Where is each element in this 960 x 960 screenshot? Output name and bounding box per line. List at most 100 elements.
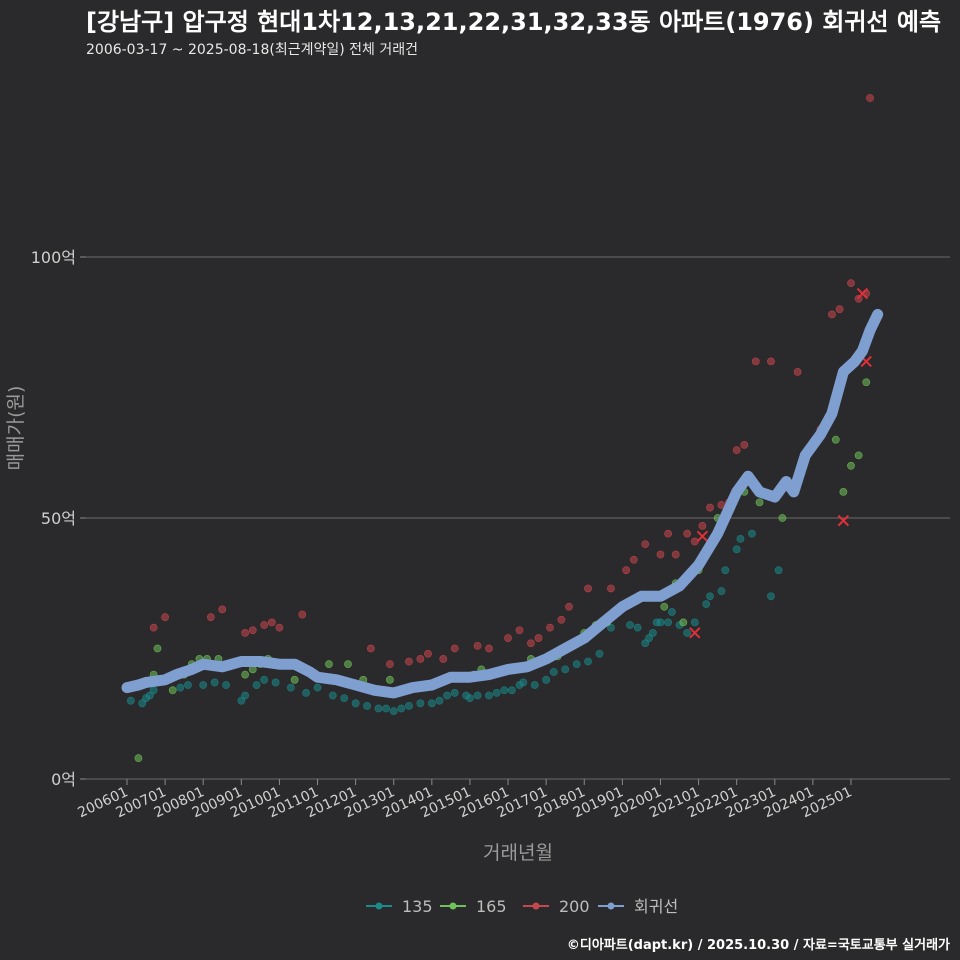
point-165 <box>847 461 855 470</box>
point-135 <box>241 691 250 700</box>
chart-title: [강남구] 압구정 현대1차12,13,21,22,31,32,33동 아파트(… <box>86 8 942 36</box>
point-200 <box>698 521 707 530</box>
point-135 <box>145 691 154 700</box>
point-165 <box>679 618 688 627</box>
point-135 <box>595 649 604 658</box>
point-200 <box>424 649 432 658</box>
point-135 <box>126 696 135 705</box>
point-200 <box>248 626 257 635</box>
point-165 <box>862 378 871 387</box>
point-135 <box>645 634 653 642</box>
point-135 <box>199 681 208 689</box>
point-200 <box>260 621 269 629</box>
point-200 <box>740 441 749 449</box>
point-200 <box>450 644 459 653</box>
point-135 <box>626 621 634 629</box>
chart-subtitle: 2006-03-17 ~ 2025-08-18(최근계약일) 전체 거래건 <box>86 42 418 58</box>
outlier-stroke <box>856 287 869 300</box>
point-135 <box>374 704 383 713</box>
point-165 <box>755 498 764 507</box>
point-135 <box>572 660 581 669</box>
point-135 <box>542 675 551 684</box>
point-135 <box>492 688 501 697</box>
point-135 <box>668 608 676 616</box>
point-135 <box>500 686 509 695</box>
y-tick-label: 100억 <box>31 248 76 267</box>
point-200 <box>683 529 692 538</box>
point-135 <box>485 691 493 700</box>
outlier-marker <box>837 514 850 527</box>
point-135 <box>302 688 310 697</box>
point-135 <box>382 704 391 713</box>
point-135 <box>473 691 482 700</box>
point-135 <box>732 545 741 554</box>
point-135 <box>138 699 147 708</box>
point-200 <box>732 446 741 455</box>
point-200 <box>241 628 250 637</box>
point-135 <box>427 699 436 708</box>
point-135 <box>210 678 219 687</box>
legend-swatch-dot <box>532 902 540 910</box>
point-165 <box>153 644 162 653</box>
point-135 <box>351 699 360 708</box>
point-200 <box>835 305 844 314</box>
point-135 <box>767 592 775 601</box>
point-200 <box>793 367 802 376</box>
point-165 <box>778 514 787 522</box>
point-165 <box>168 686 177 695</box>
legend-label: 200 <box>559 897 590 916</box>
point-135 <box>184 681 192 689</box>
point-135 <box>416 699 425 708</box>
point-200 <box>218 605 227 614</box>
y-tick-labels: 0억 50억 100억 <box>31 248 76 789</box>
point-135 <box>450 688 459 697</box>
point-135 <box>363 702 371 710</box>
point-200 <box>607 584 615 593</box>
point-200 <box>267 618 276 627</box>
point-200 <box>690 537 699 546</box>
point-200 <box>485 644 493 653</box>
point-135 <box>561 665 570 674</box>
legend-swatch-dot <box>607 902 615 910</box>
point-135 <box>176 683 185 692</box>
point-135 <box>405 702 413 710</box>
point-165 <box>854 451 863 460</box>
point-135 <box>519 678 528 687</box>
point-135 <box>340 694 349 702</box>
point-200 <box>527 639 535 648</box>
point-200 <box>706 503 714 512</box>
x-axis-title: 거래년월 <box>483 842 553 864</box>
point-200 <box>584 584 592 593</box>
credit-text: ©디아파트(dapt.kr) / 2025.10.30 / 자료=국토교통부 실… <box>566 938 950 953</box>
point-200 <box>622 566 631 575</box>
point-200 <box>206 613 215 622</box>
outlier-stroke <box>860 355 872 368</box>
point-200 <box>767 357 775 366</box>
point-135 <box>466 694 474 702</box>
point-135 <box>435 696 444 705</box>
grid-lines <box>80 256 950 780</box>
point-200 <box>161 613 170 622</box>
point-135 <box>607 623 615 632</box>
point-200 <box>557 615 566 624</box>
point-200 <box>866 94 874 102</box>
point-135 <box>443 691 451 700</box>
point-200 <box>828 310 836 319</box>
point-135 <box>706 592 714 601</box>
legend: 135 165 200 회귀선 <box>366 897 678 916</box>
point-135 <box>656 618 665 627</box>
point-135 <box>237 696 246 705</box>
point-135 <box>389 707 398 716</box>
point-135 <box>721 566 730 575</box>
legend-swatch-dot <box>449 902 457 910</box>
point-200 <box>386 660 394 669</box>
outlier-stroke <box>837 514 850 527</box>
point-135 <box>641 639 650 648</box>
point-165 <box>386 675 394 684</box>
regression-line <box>121 308 884 699</box>
point-135 <box>648 628 657 637</box>
outlier-marker <box>696 530 709 542</box>
point-135 <box>664 618 672 627</box>
point-200 <box>439 655 448 663</box>
y-tick-label: 0억 <box>51 770 76 789</box>
